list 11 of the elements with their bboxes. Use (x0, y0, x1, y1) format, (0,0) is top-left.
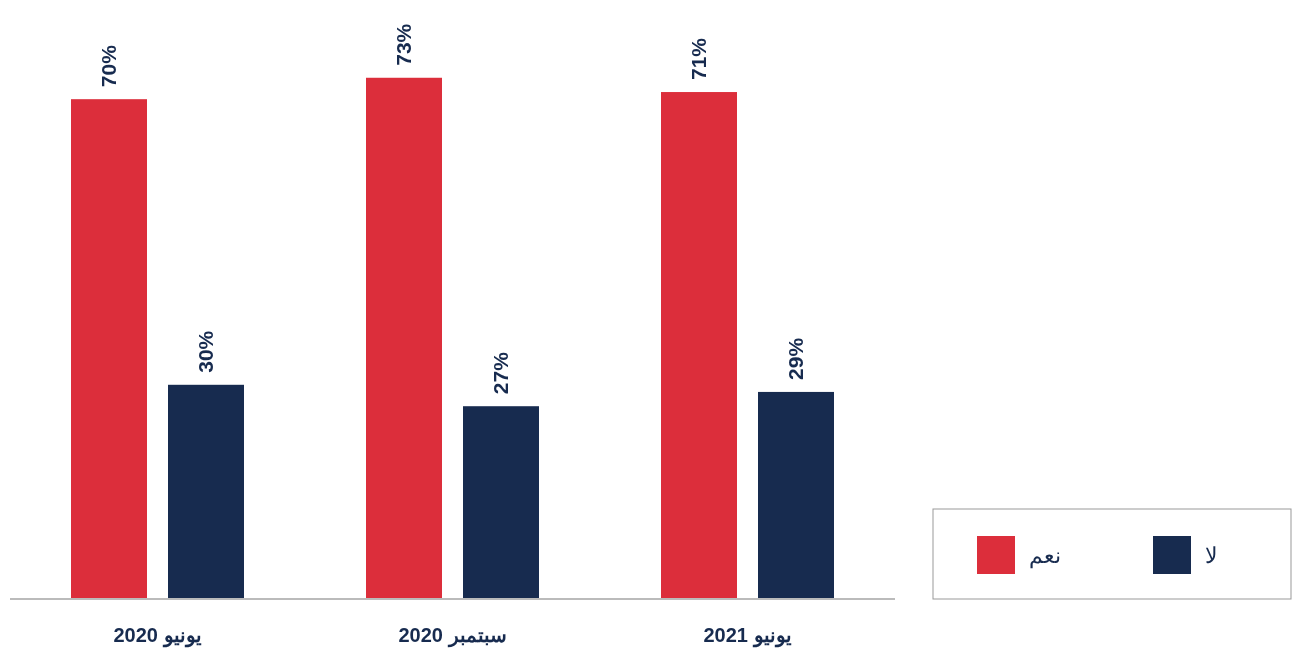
data-label: 71% (687, 37, 710, 81)
data-label: 27% (489, 351, 512, 395)
x-tick-label: يونيو 2020 (113, 624, 202, 648)
x-tick-label: سبتمبر 2020 (398, 624, 507, 648)
x-tick-label: يونيو 2021 (703, 624, 792, 648)
data-label: 70% (97, 44, 120, 88)
data-label: 73% (392, 23, 415, 66)
legend-label: نعم (1029, 543, 1061, 569)
data-label: 29% (784, 337, 807, 380)
data-label: 30% (194, 330, 217, 373)
legend-label: لا (1205, 543, 1218, 568)
